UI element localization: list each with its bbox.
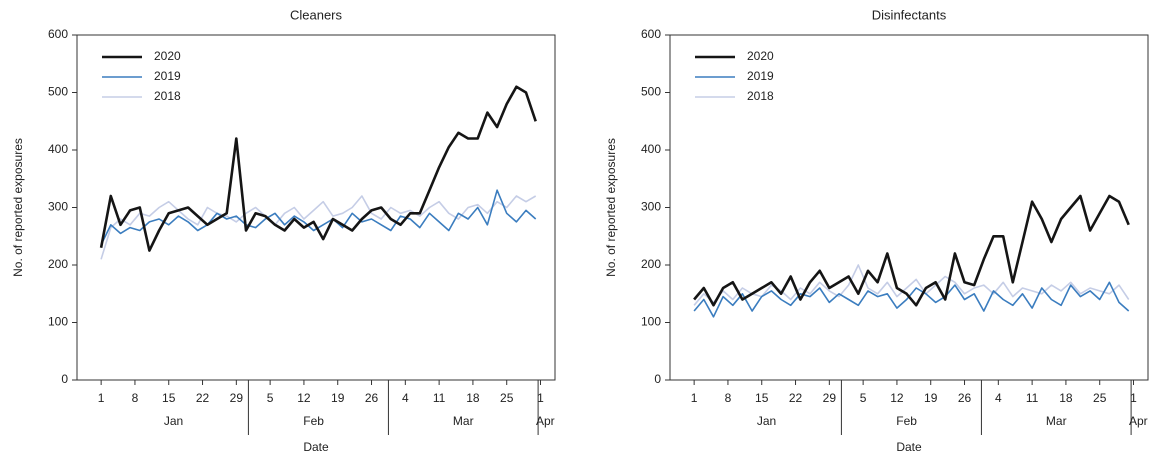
y-tick-label: 100 [48, 315, 68, 329]
x-tick-label: 15 [755, 391, 769, 405]
legend-label: 2018 [747, 89, 774, 103]
x-tick-label: 19 [924, 391, 938, 405]
y-tick-label: 200 [641, 257, 661, 271]
series-line [693, 281, 1130, 318]
legend-label: 2019 [747, 69, 774, 83]
x-tick-label: 11 [433, 391, 446, 405]
x-tick-label: 29 [823, 391, 837, 405]
month-label: Mar [453, 414, 474, 428]
month-label: Jan [164, 414, 183, 428]
month-label: Apr [1129, 414, 1148, 428]
x-tick-label: 15 [162, 391, 176, 405]
y-tick-label: 600 [48, 27, 68, 41]
x-tick-label: 1 [537, 391, 544, 405]
x-tick-label: 12 [297, 391, 311, 405]
series-line [99, 85, 537, 252]
x-tick-label: 12 [890, 391, 904, 405]
x-tick-label: 22 [196, 391, 210, 405]
x-tick-label: 18 [1059, 391, 1073, 405]
month-label: Apr [536, 414, 555, 428]
legend-label: 2019 [154, 69, 181, 83]
series-line [100, 195, 537, 260]
legend-label: 2018 [154, 89, 181, 103]
legend-label: 2020 [154, 49, 181, 63]
x-tick-label: 18 [466, 391, 480, 405]
y-tick-label: 500 [641, 85, 661, 99]
month-label: Feb [303, 414, 324, 428]
x-axis-label: Date [896, 440, 922, 454]
plot-frame [669, 34, 1149, 381]
y-tick-label: 300 [641, 200, 661, 214]
y-tick-label: 400 [641, 142, 661, 156]
x-tick-label: 1 [98, 391, 105, 405]
x-tick-label: 8 [132, 391, 139, 405]
month-label: Jan [757, 414, 776, 428]
x-tick-label: 11 [1026, 391, 1039, 405]
x-axis-label: Date [303, 440, 329, 454]
y-tick-label: 0 [654, 372, 661, 386]
y-tick-label: 0 [61, 372, 68, 386]
x-tick-label: 5 [267, 391, 274, 405]
x-tick-label: 25 [1093, 391, 1107, 405]
x-tick-label: 4 [402, 391, 409, 405]
y-axis-label: No. of reported exposures [604, 138, 618, 277]
x-tick-label: 5 [860, 391, 867, 405]
x-tick-label: 26 [365, 391, 379, 405]
chart-title: Cleaners [290, 7, 343, 22]
series-line [100, 189, 537, 246]
x-tick-label: 4 [995, 391, 1002, 405]
series-line [693, 194, 1130, 307]
month-label: Mar [1046, 414, 1067, 428]
series-line [693, 264, 1130, 306]
x-tick-label: 22 [789, 391, 803, 405]
x-tick-label: 1 [1130, 391, 1137, 405]
x-tick-label: 8 [725, 391, 732, 405]
month-label: Feb [896, 414, 917, 428]
y-tick-label: 100 [641, 315, 661, 329]
x-tick-label: 1 [691, 391, 698, 405]
y-tick-label: 400 [48, 142, 68, 156]
y-tick-label: 500 [48, 85, 68, 99]
y-axis-label: No. of reported exposures [11, 138, 25, 277]
x-tick-label: 29 [230, 391, 244, 405]
y-tick-label: 300 [48, 200, 68, 214]
x-tick-label: 19 [331, 391, 345, 405]
y-tick-label: 200 [48, 257, 68, 271]
legend-label: 2020 [747, 49, 774, 63]
x-tick-label: 25 [500, 391, 514, 405]
x-tick-label: 26 [958, 391, 972, 405]
y-tick-label: 600 [641, 27, 661, 41]
chart-title: Disinfectants [872, 7, 947, 22]
